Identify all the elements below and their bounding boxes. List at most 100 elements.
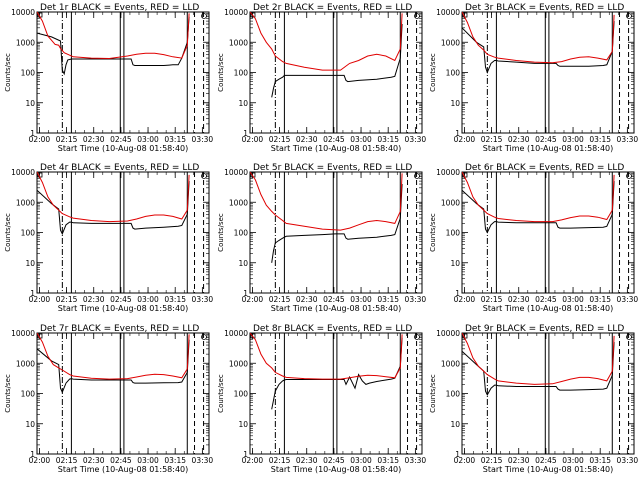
y-axis-label: Counts/sec — [429, 374, 437, 413]
corner-marker — [201, 13, 207, 19]
x-tick-label: 02:45 — [323, 456, 345, 465]
series-group — [250, 12, 403, 98]
y-tick-label: 100 — [21, 69, 36, 78]
events-series-line — [462, 342, 615, 396]
x-tick-label: 02:00 — [29, 456, 51, 465]
plot-title: Det 1r BLACK = Events, RED = LLD — [40, 3, 199, 13]
x-tick-label: 03:15 — [589, 456, 611, 465]
detector-plot-7: Det 7r BLACK = Events, RED = LLD 1 10 100 10… — [4, 324, 213, 474]
y-tick-label: 100 — [234, 229, 249, 238]
series-group — [37, 12, 190, 76]
detector-plot-2: Det 2r BLACK = Events, RED = LLD 1 10 100 10… — [217, 3, 426, 153]
y-tick-label: 1000 — [441, 38, 460, 47]
x-tick-label: 02:30 — [296, 135, 318, 144]
plot-title: Det 5r BLACK = Events, RED = LLD — [253, 163, 412, 173]
x-tick-label: 02:00 — [242, 135, 264, 144]
series-group — [462, 12, 615, 74]
x-tick-label: 02:45 — [110, 456, 132, 465]
x-tick-label: 02:15 — [481, 295, 503, 304]
corner-marker — [201, 334, 207, 340]
x-axis-label: Start Time (10-Aug-08 01:58:40) — [58, 144, 189, 153]
x-tick-label: 02:45 — [323, 135, 345, 144]
x-tick-label: 03:30 — [617, 135, 639, 144]
lld-series-line — [37, 333, 190, 380]
events-series-line — [37, 16, 190, 76]
corner-marker — [414, 334, 420, 340]
x-tick-label: 02:30 — [296, 456, 318, 465]
corner-marker — [250, 12, 256, 18]
y-tick-label: 10 — [25, 259, 35, 268]
y-tick-label: 1 — [243, 450, 248, 459]
x-tick-label: 02:30 — [296, 295, 318, 304]
y-tick-label: 10 — [238, 99, 248, 108]
lld-series-line — [462, 172, 615, 223]
x-tick-label: 02:30 — [508, 456, 530, 465]
x-tick-label: 03:00 — [350, 295, 372, 304]
y-tick-label: 10000 — [11, 8, 35, 17]
x-tick-label: 02:15 — [481, 135, 503, 144]
x-tick-label: 02:45 — [535, 295, 557, 304]
y-tick-label: 1 — [30, 450, 35, 459]
y-tick-label: 1 — [30, 289, 35, 298]
events-series-line — [462, 181, 615, 234]
detector-plot-9: Det 9r BLACK = Events, RED = LLD 1 10 100 10… — [429, 324, 638, 474]
y-tick-label: 1000 — [441, 359, 460, 368]
x-tick-label: 02:00 — [242, 295, 264, 304]
y-axis-label: Counts/sec — [4, 374, 12, 413]
y-tick-label: 10000 — [224, 8, 248, 17]
lld-series-line — [250, 12, 403, 71]
plot-title: Det 2r BLACK = Events, RED = LLD — [253, 3, 412, 13]
y-tick-label: 1000 — [441, 198, 460, 207]
x-tick-label: 03:30 — [617, 295, 639, 304]
lld-series-line — [37, 12, 190, 60]
x-tick-label: 02:00 — [454, 456, 476, 465]
x-axis-label: Start Time (10-Aug-08 01:58:40) — [483, 465, 614, 474]
y-tick-label: 10000 — [436, 168, 460, 177]
y-tick-label: 10000 — [11, 329, 35, 338]
x-tick-label: 02:45 — [110, 295, 132, 304]
x-tick-label: 03:15 — [164, 456, 186, 465]
x-tick-label: 03:15 — [164, 295, 186, 304]
x-tick-label: 02:15 — [56, 456, 78, 465]
y-tick-label: 10 — [238, 420, 248, 429]
x-tick-label: 03:30 — [617, 456, 639, 465]
events-series-line — [37, 339, 190, 394]
y-tick-label: 10 — [450, 259, 460, 268]
y-tick-label: 1 — [455, 289, 460, 298]
x-tick-label: 03:00 — [562, 456, 584, 465]
x-axis-label: Start Time (10-Aug-08 01:58:40) — [271, 465, 402, 474]
detector-plot-4: Det 4r BLACK = Events, RED = LLD 1 10 100 10… — [4, 163, 213, 313]
series-group — [250, 172, 403, 263]
x-tick-label: 02:00 — [242, 456, 264, 465]
y-axis-label: Counts/sec — [429, 213, 437, 252]
series-group — [462, 333, 615, 396]
detector-plot-1: Det 1r BLACK = Events, RED = LLD 1 10 100 10… — [4, 3, 213, 153]
y-tick-label: 1 — [455, 129, 460, 138]
y-tick-label: 100 — [446, 229, 461, 238]
x-tick-label: 02:45 — [535, 456, 557, 465]
plot-title: Det 4r BLACK = Events, RED = LLD — [40, 163, 199, 173]
y-tick-label: 10000 — [224, 329, 248, 338]
y-tick-label: 10000 — [224, 168, 248, 177]
x-tick-label: 03:00 — [350, 135, 372, 144]
y-axis-label: Counts/sec — [217, 374, 225, 413]
plot-title: Det 3r BLACK = Events, RED = LLD — [465, 3, 624, 13]
x-tick-label: 02:00 — [454, 295, 476, 304]
plot-title: Det 8r BLACK = Events, RED = LLD — [253, 324, 412, 334]
x-tick-label: 03:30 — [405, 295, 427, 304]
x-axis-label: Start Time (10-Aug-08 01:58:40) — [58, 304, 189, 313]
y-tick-label: 10000 — [436, 329, 460, 338]
x-tick-label: 03:00 — [137, 295, 159, 304]
x-tick-label: 02:30 — [508, 135, 530, 144]
y-tick-label: 100 — [21, 229, 36, 238]
x-tick-label: 02:00 — [29, 295, 51, 304]
y-tick-label: 100 — [234, 69, 249, 78]
y-tick-label: 10 — [25, 99, 35, 108]
lld-series-line — [462, 333, 615, 385]
series-group — [250, 333, 403, 410]
x-tick-label: 03:00 — [562, 135, 584, 144]
x-tick-label: 03:15 — [377, 456, 399, 465]
x-tick-label: 03:00 — [562, 295, 584, 304]
detector-plot-3: Det 3r BLACK = Events, RED = LLD 1 10 100 10… — [429, 3, 638, 153]
detector-plot-6: Det 6r BLACK = Events, RED = LLD 1 10 100 10… — [429, 163, 638, 313]
